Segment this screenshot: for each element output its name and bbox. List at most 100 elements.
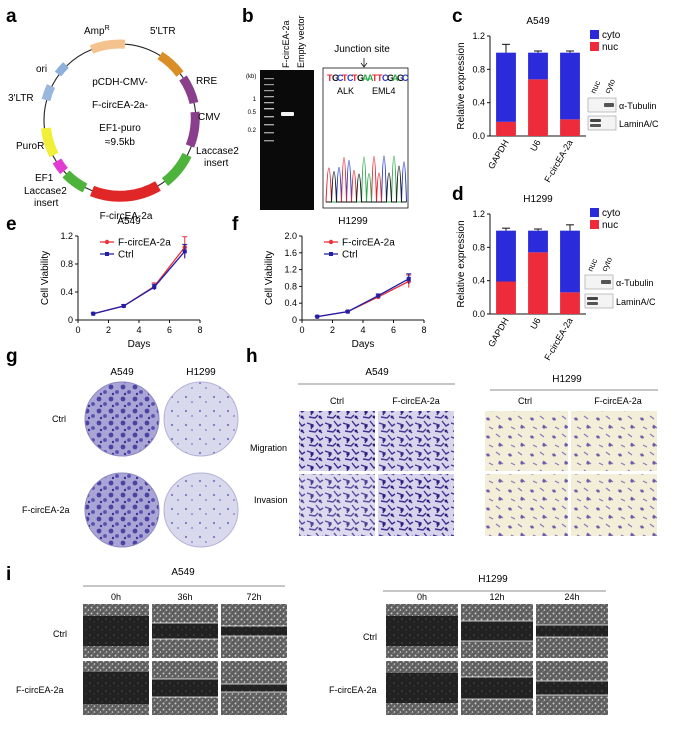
chart-e: A549 0 0.4 0.8 1.2 0 2 4 6 8 Days Cell Viability F-c… xyxy=(40,216,203,350)
wound-h1299-scratch-1-0 xyxy=(386,673,458,703)
wound-a549-scratch-1-1 xyxy=(152,679,218,697)
chart-c-legend-swatch-cyto xyxy=(590,30,599,39)
wound-h1299-time-0: 0h xyxy=(417,592,427,602)
wound-group-a549: A549 xyxy=(171,567,195,578)
wound-a549-scratch-0-0 xyxy=(83,616,149,646)
panel-f: f H1299 0 0.4 0.8 1.2 1.6 2.0 0 2 4 6 8 Days Cell Via… xyxy=(232,214,427,350)
chart-d-title: H1299 xyxy=(523,194,553,205)
plasmid-map: AmpR 5'LTR ori RRE 3'LTR CMV Laccase2 in… xyxy=(8,25,239,222)
wound-a549-time-2: 72h xyxy=(246,592,261,602)
blot-d: nuc cyto α-Tubulin LaminA/C xyxy=(584,255,656,309)
fcirc-segment xyxy=(89,181,161,202)
size-tick-0.5: 0.5 xyxy=(248,110,257,116)
chart-f-ytick-label-0: 0 xyxy=(292,315,297,325)
lane-label-fcirc: F-circEA-2a xyxy=(281,20,291,68)
chart-d-bar-cyto-1 xyxy=(528,230,548,253)
ori-segment xyxy=(54,62,69,77)
wound-a549-time-1: 36h xyxy=(177,592,192,602)
chart-e-legend-label-0: F-circEA-2a xyxy=(118,238,171,249)
panel-b: b F-circEA-2a Empty vector (kb) 1 0.5 0.… xyxy=(242,6,409,210)
chart-e-ytick-label-2: 0.8 xyxy=(60,259,73,269)
chart-c-ytick-label-1: 0.4 xyxy=(472,98,485,108)
chart-f-xtick-label-0: 0 xyxy=(299,325,304,335)
label-fcirc: F-circEA-2a xyxy=(100,211,153,222)
chart-f: H1299 0 0.4 0.8 1.2 1.6 2.0 0 2 4 6 8 Days Cell Viabi… xyxy=(264,216,427,350)
label-rre: RRE xyxy=(196,76,217,87)
sequence-base-11: C xyxy=(382,73,389,83)
wound-h1299-scratch-1-2 xyxy=(536,681,608,695)
blot-c-lamin-strip xyxy=(587,115,617,131)
chart-e-ylabel: Cell Viability xyxy=(40,251,51,305)
ltr3-segment xyxy=(41,84,56,102)
transwell-group-a549: A549 xyxy=(365,367,389,378)
wound-grid-a549: 0h 36h 72h xyxy=(83,592,287,715)
panel-letter-c: c xyxy=(452,6,463,27)
blot-d-lamin-band-1 xyxy=(587,297,598,300)
wound-h1299-time-2: 24h xyxy=(564,592,579,602)
wound-h1299-time-1: 12h xyxy=(489,592,504,602)
chart-c-title: A549 xyxy=(526,16,550,27)
transwell-h1299-invasion-ctrl xyxy=(485,474,568,536)
blot-d-lane-nuc: nuc xyxy=(586,257,600,273)
chart-f-xtick-label-4: 8 xyxy=(421,325,426,335)
blot-c: nuc cyto α-Tubulin LaminA/C xyxy=(587,77,659,131)
chart-f-point-ctrl-3 xyxy=(406,276,411,281)
chart-d-bar-nuc-0 xyxy=(496,281,516,314)
sequence-base-14: G xyxy=(397,73,404,83)
label-ori: ori xyxy=(36,64,47,75)
panel-i: i A549 H1299 0h 36h 72h 0h 12h 24h Ctrl F-ci… xyxy=(6,564,608,715)
blot-c-lamin-band-2 xyxy=(590,124,601,127)
chart-f-legend-marker-1 xyxy=(329,252,333,256)
transwell-h1299-migration-ctrl xyxy=(485,411,568,471)
chart-f-xtick-label-1: 2 xyxy=(330,325,335,335)
chart-d-ytick-label-2: 0.8 xyxy=(472,242,485,252)
trace-3 xyxy=(325,165,407,203)
blot-c-tubulin-band xyxy=(604,103,614,107)
plasmid-name-2: F-circEA-2a- xyxy=(92,100,148,111)
transwell-a549-migration-ctrl xyxy=(299,411,375,471)
transwell-row-invasion: Invasion xyxy=(254,495,288,505)
laccase2-top-segment xyxy=(161,152,192,186)
chart-e-point-ctrl-3 xyxy=(182,249,187,254)
chart-e-line-fcirc xyxy=(93,246,186,315)
wound-a549-row-fcirc: F-circEA-2a xyxy=(16,685,64,695)
chart-f-title: H1299 xyxy=(338,216,368,227)
blot-d-lamin-label: LaminA/C xyxy=(616,297,656,307)
transwell-h1299-col-ctrl: Ctrl xyxy=(518,396,532,406)
label-laccase2-bottom-2: insert xyxy=(34,198,59,209)
chart-f-point-ctrl-1 xyxy=(345,309,350,314)
wound-a549-scratch-0-2 xyxy=(221,626,287,636)
size-tick-0.2: 0.2 xyxy=(248,128,257,134)
chart-c-ylabel: Relative expression xyxy=(456,42,467,129)
ltr5-segment xyxy=(157,51,184,77)
chart-e-point-ctrl-2 xyxy=(152,285,157,290)
blot-c-tubulin-label: α-Tubulin xyxy=(619,101,656,111)
chart-d-bar-nuc-2 xyxy=(560,292,580,314)
sequence-base-1: G xyxy=(332,73,339,83)
chart-d-legend-label-nuc: nuc xyxy=(602,220,618,231)
label-laccase2-top-2: insert xyxy=(204,158,229,169)
panel-e: e A549 0 0.4 0.8 1.2 0 2 4 6 8 Days Cell Viability F… xyxy=(6,214,203,350)
chart-c-ytick-label-0: 0.0 xyxy=(472,131,485,141)
chart-d-category-1: U6 xyxy=(528,316,542,331)
colony-row-ctrl: Ctrl xyxy=(52,414,66,424)
wound-h1299-scratch-0-2 xyxy=(536,625,608,637)
panel-letter-a: a xyxy=(6,6,17,27)
blot-c-lamin-band-1 xyxy=(590,119,601,122)
colony-col-h1299: H1299 xyxy=(186,367,216,378)
fcirc-band xyxy=(281,112,294,116)
sequence-base-4: C xyxy=(347,73,354,83)
sequence-base-9: T xyxy=(372,73,378,83)
wound-a549-scratch-1-0 xyxy=(83,672,149,704)
blot-d-lamin-strip xyxy=(584,293,614,309)
wound-h1299-scratch-0-0 xyxy=(386,616,458,646)
panel-letter-b: b xyxy=(242,6,254,27)
colony-well-a549-fcirc xyxy=(84,472,160,548)
chart-c-category-1: U6 xyxy=(528,138,542,153)
chart-c: A549 0.0 0.4 0.8 1.2 Relative expression GAPDH… xyxy=(456,16,621,184)
chart-d-bar-cyto-2 xyxy=(560,230,580,293)
chart-f-point-ctrl-0 xyxy=(315,314,320,319)
transwell-a549-invasion-ctrl xyxy=(299,474,375,536)
